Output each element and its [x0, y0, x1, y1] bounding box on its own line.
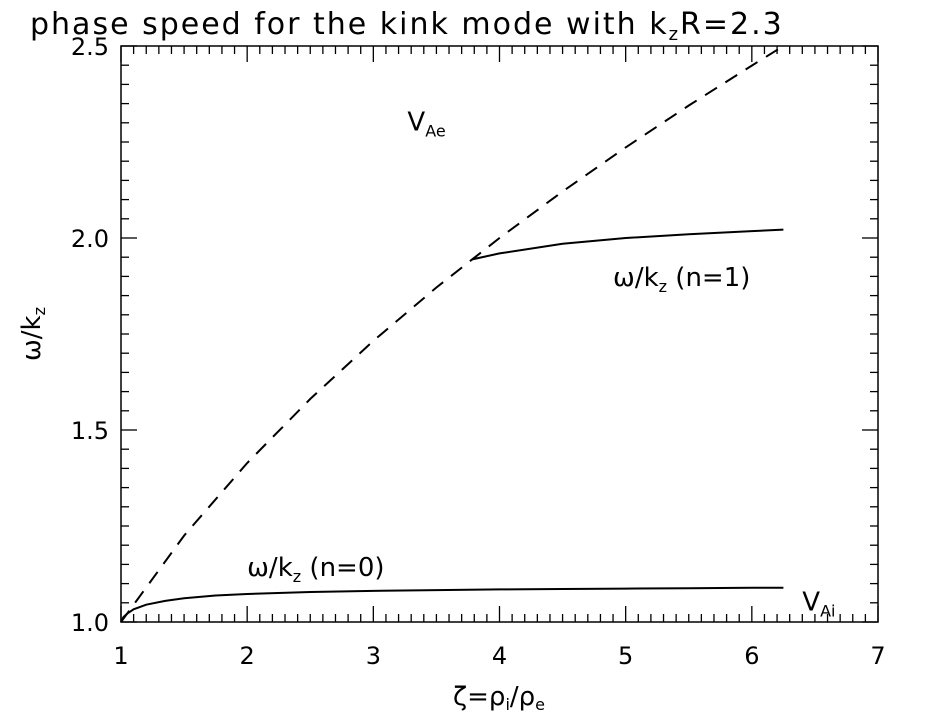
y-tick-label: 2.0: [71, 225, 109, 253]
annotation-vai: VAi: [802, 587, 835, 620]
x-tick-label: 7: [870, 642, 885, 670]
x-tick-label: 6: [744, 642, 759, 670]
annotation-n0: ω/kz (n=0): [247, 553, 384, 586]
y-axis-label: ω/kz: [17, 307, 49, 361]
x-tick-label: 1: [113, 642, 128, 670]
plot-area: [120, 45, 879, 623]
annotation-vae: VAe: [407, 107, 445, 140]
series-line-n0: [120, 586, 784, 623]
x-tick-label: 4: [492, 642, 507, 670]
y-tick-label: 1.5: [71, 417, 109, 445]
x-tick-label: 2: [240, 642, 255, 670]
x-axis-label: ζ=ρi/ρe: [453, 682, 545, 714]
tick-labels: 1 2 3 4 5 6 7 1.0 1.5 2.0 2.5: [71, 33, 886, 670]
series-line-n1: [471, 228, 784, 261]
x-tick-label: 5: [618, 642, 633, 670]
y-tick-label: 2.5: [71, 33, 109, 61]
x-tick-label: 3: [366, 642, 381, 670]
axis-ticks: [120, 45, 879, 623]
y-tick-label: 1.0: [71, 609, 109, 637]
series-line-vae: [120, 45, 784, 623]
chart-title: phase speed for the kink mode with kzR=2…: [30, 7, 784, 45]
annotations: VAe ω/kz (n=1) ω/kz (n=0) VAi: [247, 107, 835, 620]
annotation-n1: ω/kz (n=1): [613, 263, 750, 296]
series-group: [120, 45, 784, 623]
